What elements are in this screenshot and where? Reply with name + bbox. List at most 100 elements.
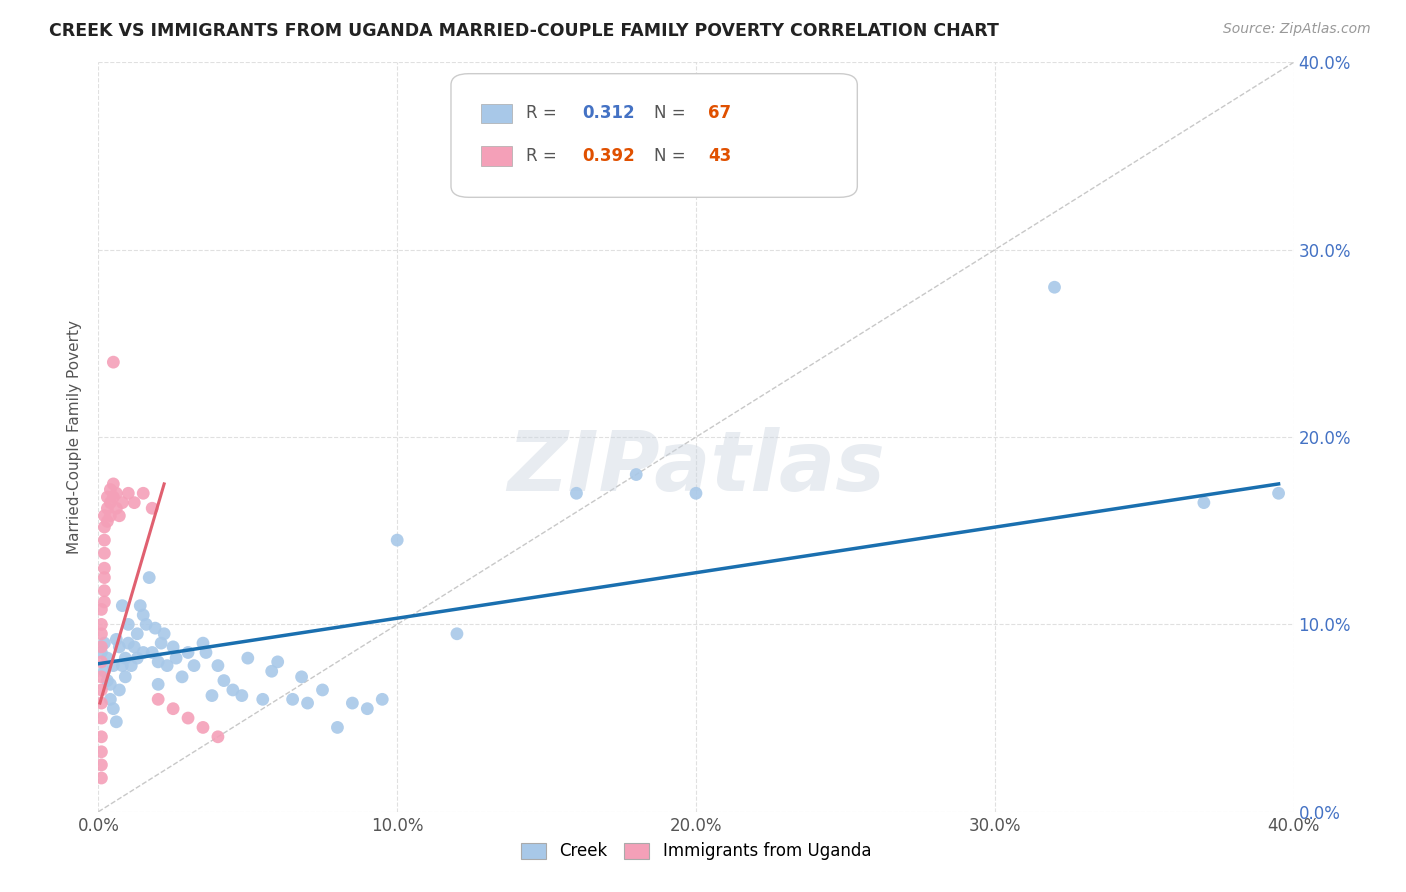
Point — [114, 670, 136, 684]
Point — [93, 546, 115, 560]
Point — [117, 636, 139, 650]
Point — [132, 486, 155, 500]
Point — [153, 626, 176, 640]
Point — [132, 608, 155, 623]
FancyBboxPatch shape — [481, 146, 512, 166]
Point — [93, 636, 115, 650]
Point — [685, 486, 707, 500]
Point — [148, 677, 170, 691]
Point — [207, 658, 229, 673]
Point — [103, 490, 125, 504]
Point — [141, 501, 163, 516]
Point — [252, 692, 274, 706]
Y-axis label: Married-Couple Family Poverty: Married-Couple Family Poverty — [67, 320, 83, 554]
Point — [129, 599, 152, 613]
Point — [117, 617, 139, 632]
FancyBboxPatch shape — [451, 74, 858, 197]
Point — [90, 602, 112, 616]
Point — [98, 677, 122, 691]
Point — [103, 476, 125, 491]
Point — [132, 646, 155, 660]
Point — [201, 689, 224, 703]
Legend: Creek, Immigrants from Uganda: Creek, Immigrants from Uganda — [515, 836, 877, 867]
Point — [148, 692, 170, 706]
Point — [231, 689, 253, 703]
Point — [141, 646, 163, 660]
Point — [90, 771, 112, 785]
Point — [172, 670, 194, 684]
Point — [177, 711, 200, 725]
Point — [90, 617, 112, 632]
Point — [291, 670, 314, 684]
Text: 0.312: 0.312 — [582, 104, 636, 122]
Point — [98, 483, 122, 497]
Point — [90, 745, 112, 759]
Text: N =: N = — [654, 104, 690, 122]
Text: N =: N = — [654, 147, 690, 165]
Point — [135, 617, 157, 632]
Text: 43: 43 — [709, 147, 731, 165]
Text: CREEK VS IMMIGRANTS FROM UGANDA MARRIED-COUPLE FAMILY POVERTY CORRELATION CHART: CREEK VS IMMIGRANTS FROM UGANDA MARRIED-… — [49, 22, 1000, 40]
Text: 67: 67 — [709, 104, 731, 122]
Point — [90, 655, 112, 669]
Point — [103, 355, 125, 369]
Point — [565, 486, 588, 500]
Point — [311, 683, 333, 698]
Point — [626, 467, 648, 482]
Point — [90, 758, 112, 772]
Point — [124, 640, 146, 654]
Point — [236, 651, 259, 665]
Point — [260, 664, 283, 679]
Point — [111, 496, 134, 510]
Text: 0.392: 0.392 — [582, 147, 636, 165]
Point — [90, 646, 112, 660]
Point — [267, 655, 290, 669]
Point — [150, 636, 173, 650]
Point — [90, 626, 112, 640]
Point — [103, 701, 125, 715]
Point — [93, 520, 115, 534]
Point — [124, 496, 146, 510]
Point — [90, 640, 112, 654]
Point — [98, 508, 122, 523]
Point — [93, 508, 115, 523]
Point — [191, 721, 214, 735]
Point — [98, 496, 122, 510]
Point — [165, 651, 187, 665]
Point — [1043, 280, 1066, 294]
Point — [96, 514, 118, 528]
Point — [385, 533, 409, 547]
Point — [96, 673, 118, 688]
Point — [177, 646, 200, 660]
Text: ZIPatlas: ZIPatlas — [508, 426, 884, 508]
Point — [108, 640, 131, 654]
Point — [297, 696, 319, 710]
Point — [207, 730, 229, 744]
Point — [183, 658, 205, 673]
Text: R =: R = — [526, 147, 562, 165]
Point — [114, 651, 136, 665]
Point — [326, 721, 349, 735]
Point — [156, 658, 179, 673]
Point — [222, 683, 245, 698]
Point — [342, 696, 364, 710]
Point — [90, 730, 112, 744]
Point — [127, 651, 149, 665]
Point — [138, 571, 160, 585]
Point — [120, 658, 142, 673]
Point — [96, 651, 118, 665]
Point — [191, 636, 214, 650]
Point — [96, 501, 118, 516]
Point — [108, 683, 131, 698]
Point — [371, 692, 394, 706]
Point — [162, 701, 184, 715]
FancyBboxPatch shape — [481, 103, 512, 123]
Point — [93, 583, 115, 598]
Point — [117, 486, 139, 500]
Point — [93, 561, 115, 575]
Point — [90, 711, 112, 725]
Point — [162, 640, 184, 654]
Text: R =: R = — [526, 104, 562, 122]
Point — [148, 655, 170, 669]
Point — [111, 599, 134, 613]
